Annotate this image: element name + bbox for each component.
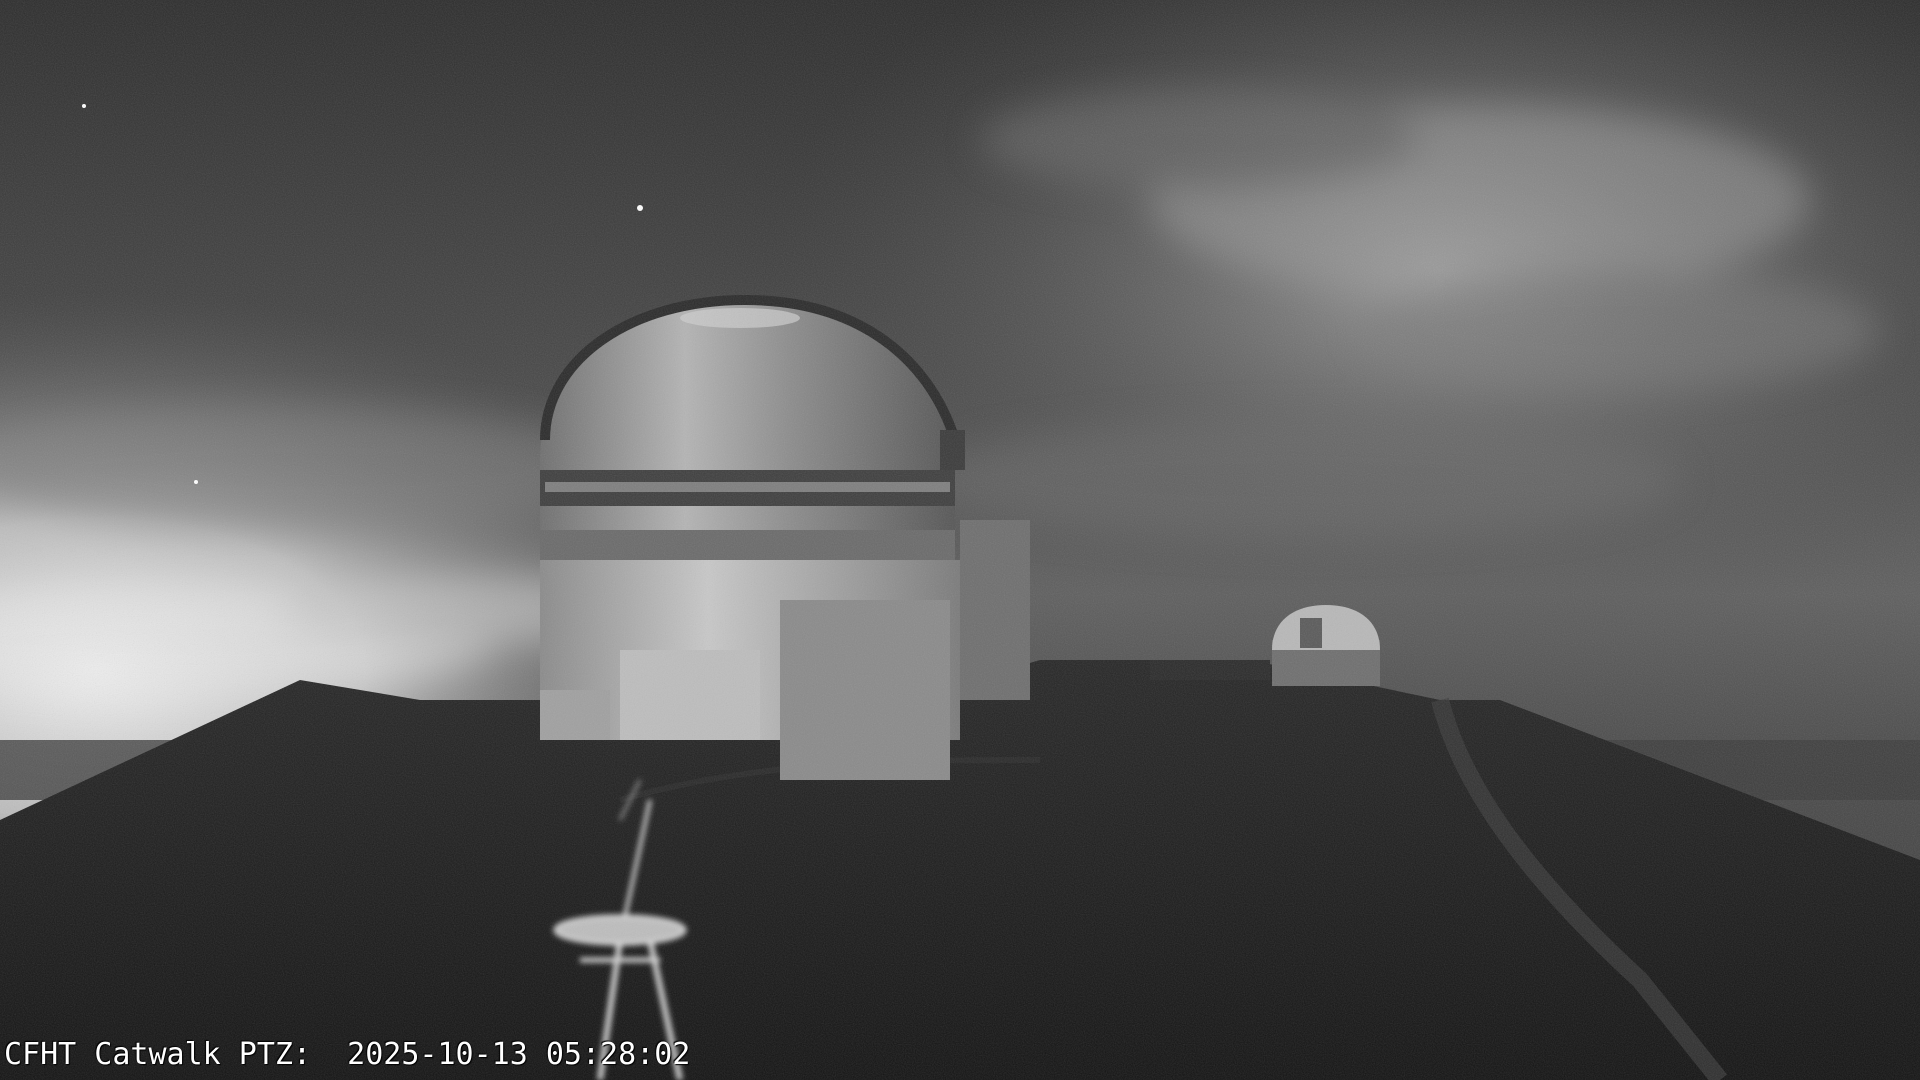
camera-name: CFHT Catwalk PTZ:	[4, 1037, 311, 1072]
camera-caption: CFHT Catwalk PTZ: 2025-10-13 05:28:02	[4, 1035, 690, 1075]
timestamp: 2025-10-13 05:28:02	[347, 1037, 690, 1072]
